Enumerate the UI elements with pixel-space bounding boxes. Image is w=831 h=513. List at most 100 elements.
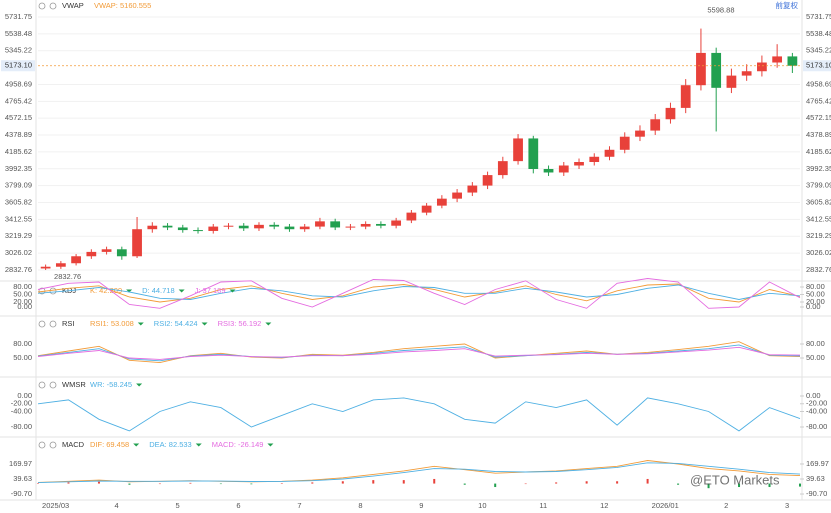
x-tick-label: 4	[114, 501, 118, 510]
candle-body	[147, 225, 158, 230]
candle-body	[680, 85, 691, 108]
y-tick-label-left: 4958.69	[5, 79, 32, 88]
candle-body	[101, 249, 112, 252]
panel-title: RSI	[62, 319, 75, 328]
x-tick-label: 8	[358, 501, 362, 510]
y-tick-label-right: 0.00	[806, 391, 821, 400]
legend-marker	[133, 443, 140, 447]
histogram-bar	[219, 483, 222, 485]
histogram-bar	[799, 483, 801, 487]
histogram-bar	[250, 483, 253, 485]
histogram-bar	[738, 483, 741, 488]
histogram-bar	[97, 481, 100, 484]
candle-body	[345, 226, 356, 228]
candle-body	[665, 107, 676, 120]
candle-body	[193, 230, 203, 232]
y-tick-label-right: -20.00	[806, 399, 827, 408]
candle-body	[132, 229, 142, 257]
x-tick-label: 6	[236, 501, 240, 510]
legend-marker	[137, 322, 144, 326]
candle-body	[497, 161, 508, 176]
x-tick-label: 3	[785, 501, 789, 510]
candle-body	[116, 249, 127, 257]
close-icon	[49, 381, 57, 389]
candle-body	[574, 162, 584, 166]
close-icon	[49, 441, 57, 449]
y-tick-label-left: 3605.82	[5, 198, 32, 207]
y-tick-label-left: 4765.42	[5, 96, 32, 105]
legend-marker	[267, 443, 274, 447]
y-tick-label-right: 39.63	[806, 474, 825, 483]
candle-body	[650, 119, 661, 131]
candle-body	[543, 168, 554, 173]
y-tick-label-right: 3412.55	[806, 214, 831, 223]
candle-body	[757, 62, 767, 72]
y-tick-label-right: 50.00	[806, 289, 825, 298]
y-tick-label-left: 3992.35	[5, 164, 32, 173]
legend-entry: RSI3: 56.192	[218, 319, 262, 328]
y-tick-label-left: 5731.75	[5, 12, 32, 21]
y-tick-label-left: 4378.89	[5, 130, 32, 139]
candle-body	[330, 221, 341, 228]
y-tick-label-left: 2832.76	[5, 265, 32, 274]
y-tick-label-right: 5538.48	[806, 29, 831, 38]
y-tick-label-left: 39.63	[13, 474, 32, 483]
candle-body	[421, 205, 432, 213]
y-tick-label-left: -40.00	[11, 406, 32, 415]
extreme-annotation: 5598.88	[707, 6, 734, 15]
candle-body	[452, 192, 462, 199]
legend-entry: D: 44.718	[142, 286, 175, 295]
y-tick-label-left: 3026.02	[5, 248, 32, 257]
histogram-bar	[585, 481, 588, 484]
candle-body	[162, 225, 173, 228]
y-tick-label-right: 3605.82	[806, 198, 831, 207]
y-tick-label-right: 4572.15	[806, 113, 831, 122]
y-tick-label-left: 4185.62	[5, 147, 32, 156]
candle-body	[391, 220, 402, 226]
legend-entry: RSI1: 53.008	[90, 319, 134, 328]
histogram-bar	[37, 483, 39, 484]
candle-body	[787, 56, 798, 66]
legend-entry: VWAP: 5160.555	[94, 1, 151, 10]
histogram-bar	[189, 482, 192, 484]
price-tag-right	[803, 60, 831, 72]
candle-body	[589, 156, 600, 163]
y-tick-label-left: 50.00	[13, 289, 32, 298]
histogram-bar	[646, 478, 649, 484]
indicator-line	[37, 462, 801, 484]
extreme-annotation: 2832.76	[54, 272, 81, 281]
y-tick-label-right: 3992.35	[806, 164, 831, 173]
y-tick-label-left: 4572.15	[5, 113, 32, 122]
legend-marker	[126, 289, 133, 293]
y-tick-label-right: 20.00	[806, 297, 825, 306]
candle-body	[360, 223, 371, 227]
indicator-line	[37, 344, 801, 362]
price-label-left: 5173.10	[5, 61, 32, 70]
y-tick-label-right: 4378.89	[806, 130, 831, 139]
indicator-line	[37, 341, 801, 364]
y-tick-label-left: 3799.09	[5, 181, 32, 190]
candle-body	[528, 138, 539, 169]
legend-entry: DEA: 82.533	[149, 440, 192, 449]
legend-marker	[201, 322, 208, 326]
x-tick-label: 2026/01	[652, 501, 679, 510]
y-tick-label-right: 4765.42	[806, 96, 831, 105]
settings-icon	[38, 320, 46, 328]
candle-body	[558, 165, 569, 173]
candle-body	[208, 226, 219, 231]
y-tick-label-left: -90.70	[11, 489, 32, 498]
candle-body	[269, 224, 280, 227]
x-tick-label: 9	[419, 501, 423, 510]
candle-body	[223, 225, 234, 227]
candle-body	[482, 175, 493, 186]
candle-body	[238, 225, 249, 229]
adjustment[interactable]: 前复权	[776, 0, 799, 10]
y-tick-label-left: 80.00	[13, 339, 32, 348]
candle-body	[635, 130, 645, 137]
legend-marker	[265, 322, 272, 326]
candle-body	[726, 75, 737, 88]
candle-body	[741, 71, 752, 76]
settings-icon	[38, 381, 46, 389]
settings-icon	[38, 2, 46, 10]
